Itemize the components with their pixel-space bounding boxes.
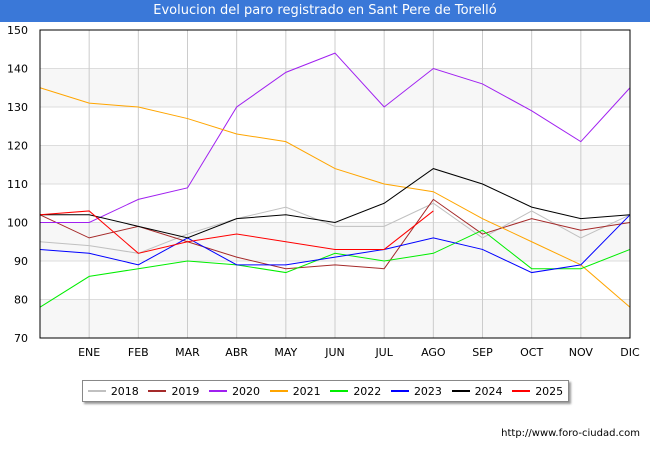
legend-swatch <box>209 390 228 392</box>
legend-item-2020: 2020 <box>209 385 260 398</box>
legend-swatch <box>269 390 288 392</box>
legend-label: 2025 <box>535 384 564 398</box>
y-tick-label: 140 <box>7 63 28 76</box>
series-line-2020 <box>40 52 631 223</box>
y-tick-label: 130 <box>7 101 28 114</box>
chart-title: Evolucion del paro registrado en Sant Pe… <box>0 0 650 22</box>
series-line-2024 <box>40 168 631 239</box>
legend-label: 2021 <box>292 384 321 398</box>
y-tick-label: 150 <box>7 24 28 37</box>
series-line-2025 <box>39 210 434 254</box>
x-tick-label: OCT <box>520 346 543 359</box>
legend-label: 2019 <box>171 384 200 398</box>
x-tick-label: FEB <box>128 346 149 359</box>
legend-label: 2023 <box>413 384 442 398</box>
legend-swatch <box>512 390 531 392</box>
legend-swatch <box>148 390 167 392</box>
y-tick-label: 110 <box>7 178 28 191</box>
y-tick-label: 120 <box>7 140 28 153</box>
x-tick-label: ENE <box>78 346 100 359</box>
legend-label: 2020 <box>232 384 261 398</box>
x-tick-label: JUN <box>324 346 345 359</box>
legend-item-2022: 2022 <box>330 385 381 398</box>
plot-frame <box>39 29 631 339</box>
series-line-2023 <box>39 214 631 274</box>
legend-swatch <box>390 390 409 392</box>
legend-label: 2022 <box>353 384 382 398</box>
legend-item-2021: 2021 <box>269 384 321 398</box>
legend-swatch <box>87 390 106 392</box>
legend-item-2025: 2025 <box>512 385 563 398</box>
y-tick-label: 90 <box>14 255 28 268</box>
y-tick-label: 100 <box>7 217 28 230</box>
legend-label: 2018 <box>110 384 139 398</box>
x-tick-label: JUL <box>374 346 393 359</box>
y-tick-label: 80 <box>14 294 28 307</box>
legend-item-2018: 2018 <box>87 384 139 398</box>
legend-item-2019: 2019 <box>148 385 199 398</box>
legend: 2018 2019 2020 2021 2022 2023 2024 2025 <box>82 380 569 402</box>
x-tick-label: NOV <box>569 346 594 359</box>
y-tick-label: 70 <box>14 332 28 345</box>
x-tick-label: ABR <box>225 346 248 359</box>
source-url: http://www.foro-ciudad.com <box>501 428 640 439</box>
legend-label: 2024 <box>474 384 503 398</box>
x-tick-label: MAR <box>175 346 200 359</box>
series-line-2022 <box>39 229 631 308</box>
x-tick-label: DIC <box>620 346 640 359</box>
x-tick-label: MAY <box>274 346 297 359</box>
series-line-2021 <box>39 87 631 308</box>
legend-swatch <box>330 390 349 392</box>
legend-swatch <box>451 390 470 392</box>
x-tick-label: AGO <box>421 346 446 359</box>
legend-item-2023: 2023 <box>390 384 442 398</box>
legend-item-2024: 2024 <box>451 384 503 398</box>
x-tick-label: SEP <box>472 346 493 359</box>
